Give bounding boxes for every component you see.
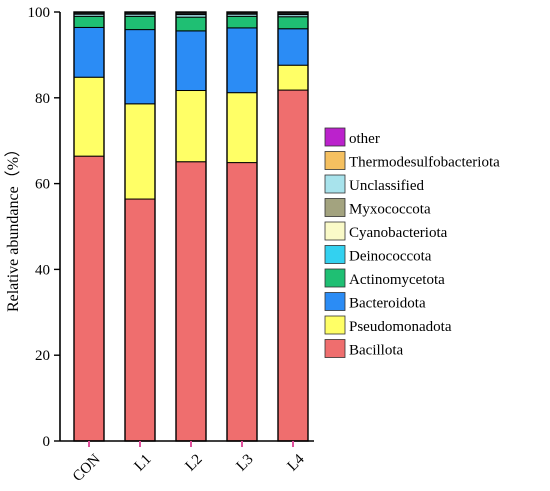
legend-label-other: other <box>349 131 380 147</box>
axes-layer: 0 20 40 60 80 100 CON L1 L2 L3 L4 <box>28 5 314 485</box>
legend-swatch-myxococcota <box>324 198 346 217</box>
y-tick-label-100: 100 <box>28 5 51 21</box>
bars-layer <box>73 11 309 442</box>
bar-segment-l4-pseudomonadota <box>277 64 309 91</box>
bar-segment-con-bacillota <box>73 155 105 442</box>
x-tick-label-l2: L2 <box>183 451 206 474</box>
y-tick-label-20: 20 <box>35 348 50 364</box>
bar-segment-l3-actinomycetota <box>226 15 258 29</box>
legend-label-thermodesulfobacteriota: Thermodesulfobacteriota <box>349 155 500 171</box>
legend-label-bacillota: Bacillota <box>349 343 403 359</box>
legend: other Thermodesulfobacteriota Unclassified… <box>324 127 500 359</box>
bar-segment-l4-bacteroidota <box>277 28 309 66</box>
bar-segment-l2-actinomycetota <box>175 16 207 32</box>
y-tick-label-60: 60 <box>35 177 50 193</box>
x-tick-label-l1: L1 <box>132 451 155 474</box>
legend-label-myxococcota: Myxococcota <box>349 202 431 218</box>
legend-swatch-bacillota <box>324 339 346 358</box>
legend-swatch-cyanobacteriota <box>324 221 346 241</box>
bar-segment-l1-bacteroidota <box>124 29 156 105</box>
y-tick-label-40: 40 <box>35 262 50 278</box>
bar-segment-l3-pseudomonadota <box>226 92 258 164</box>
legend-swatch-pseudomonadota <box>324 315 346 335</box>
legend-label-bacteroidota: Bacteroidota <box>349 296 426 312</box>
x-tick-label-l3: L3 <box>234 451 257 474</box>
bar-segment-l1-pseudomonadota <box>124 103 156 200</box>
legend-swatch-other <box>324 127 346 147</box>
bar-segment-con-bacteroidota <box>73 26 105 78</box>
legend-label-unclassified: Unclassified <box>349 178 424 194</box>
bar-segment-con-actinomycetota <box>73 15 105 28</box>
legend-label-pseudomonadota: Pseudomonadota <box>349 319 452 335</box>
bar-segment-con-pseudomonadota <box>73 76 105 157</box>
legend-label-cyanobacteriota: Cyanobacteriota <box>349 225 448 241</box>
y-tick-label-80: 80 <box>35 91 50 107</box>
bar-segment-l1-actinomycetota <box>124 15 156 31</box>
bar-segment-l4-actinomycetota <box>277 16 309 30</box>
legend-label-deinococcota: Deinococcota <box>349 249 432 265</box>
x-tick-label-con: CON <box>70 451 104 485</box>
legend-swatch-actinomycetota <box>324 268 346 288</box>
y-tick-label-0: 0 <box>43 434 51 450</box>
legend-swatch-thermodesulfobacteriota <box>324 151 346 170</box>
legend-swatch-unclassified <box>324 174 346 194</box>
legend-swatch-deinococcota <box>324 245 346 264</box>
bar-segment-l2-pseudomonadota <box>175 90 207 163</box>
bar-segment-l2-bacteroidota <box>175 30 207 92</box>
legend-label-actinomycetota: Actinomycetota <box>349 272 445 288</box>
bar-segment-l1-bacillota <box>124 198 156 442</box>
bar-segment-l3-bacteroidota <box>226 27 258 94</box>
bar-segment-l3-bacillota <box>226 162 258 442</box>
bar-segment-l2-bacillota <box>175 161 207 442</box>
legend-swatch-bacteroidota <box>324 292 346 311</box>
x-tick-label-l4: L4 <box>285 451 308 474</box>
y-axis-title: Relative abundance（%） <box>4 141 22 312</box>
bar-segment-l4-bacillota <box>277 89 309 442</box>
